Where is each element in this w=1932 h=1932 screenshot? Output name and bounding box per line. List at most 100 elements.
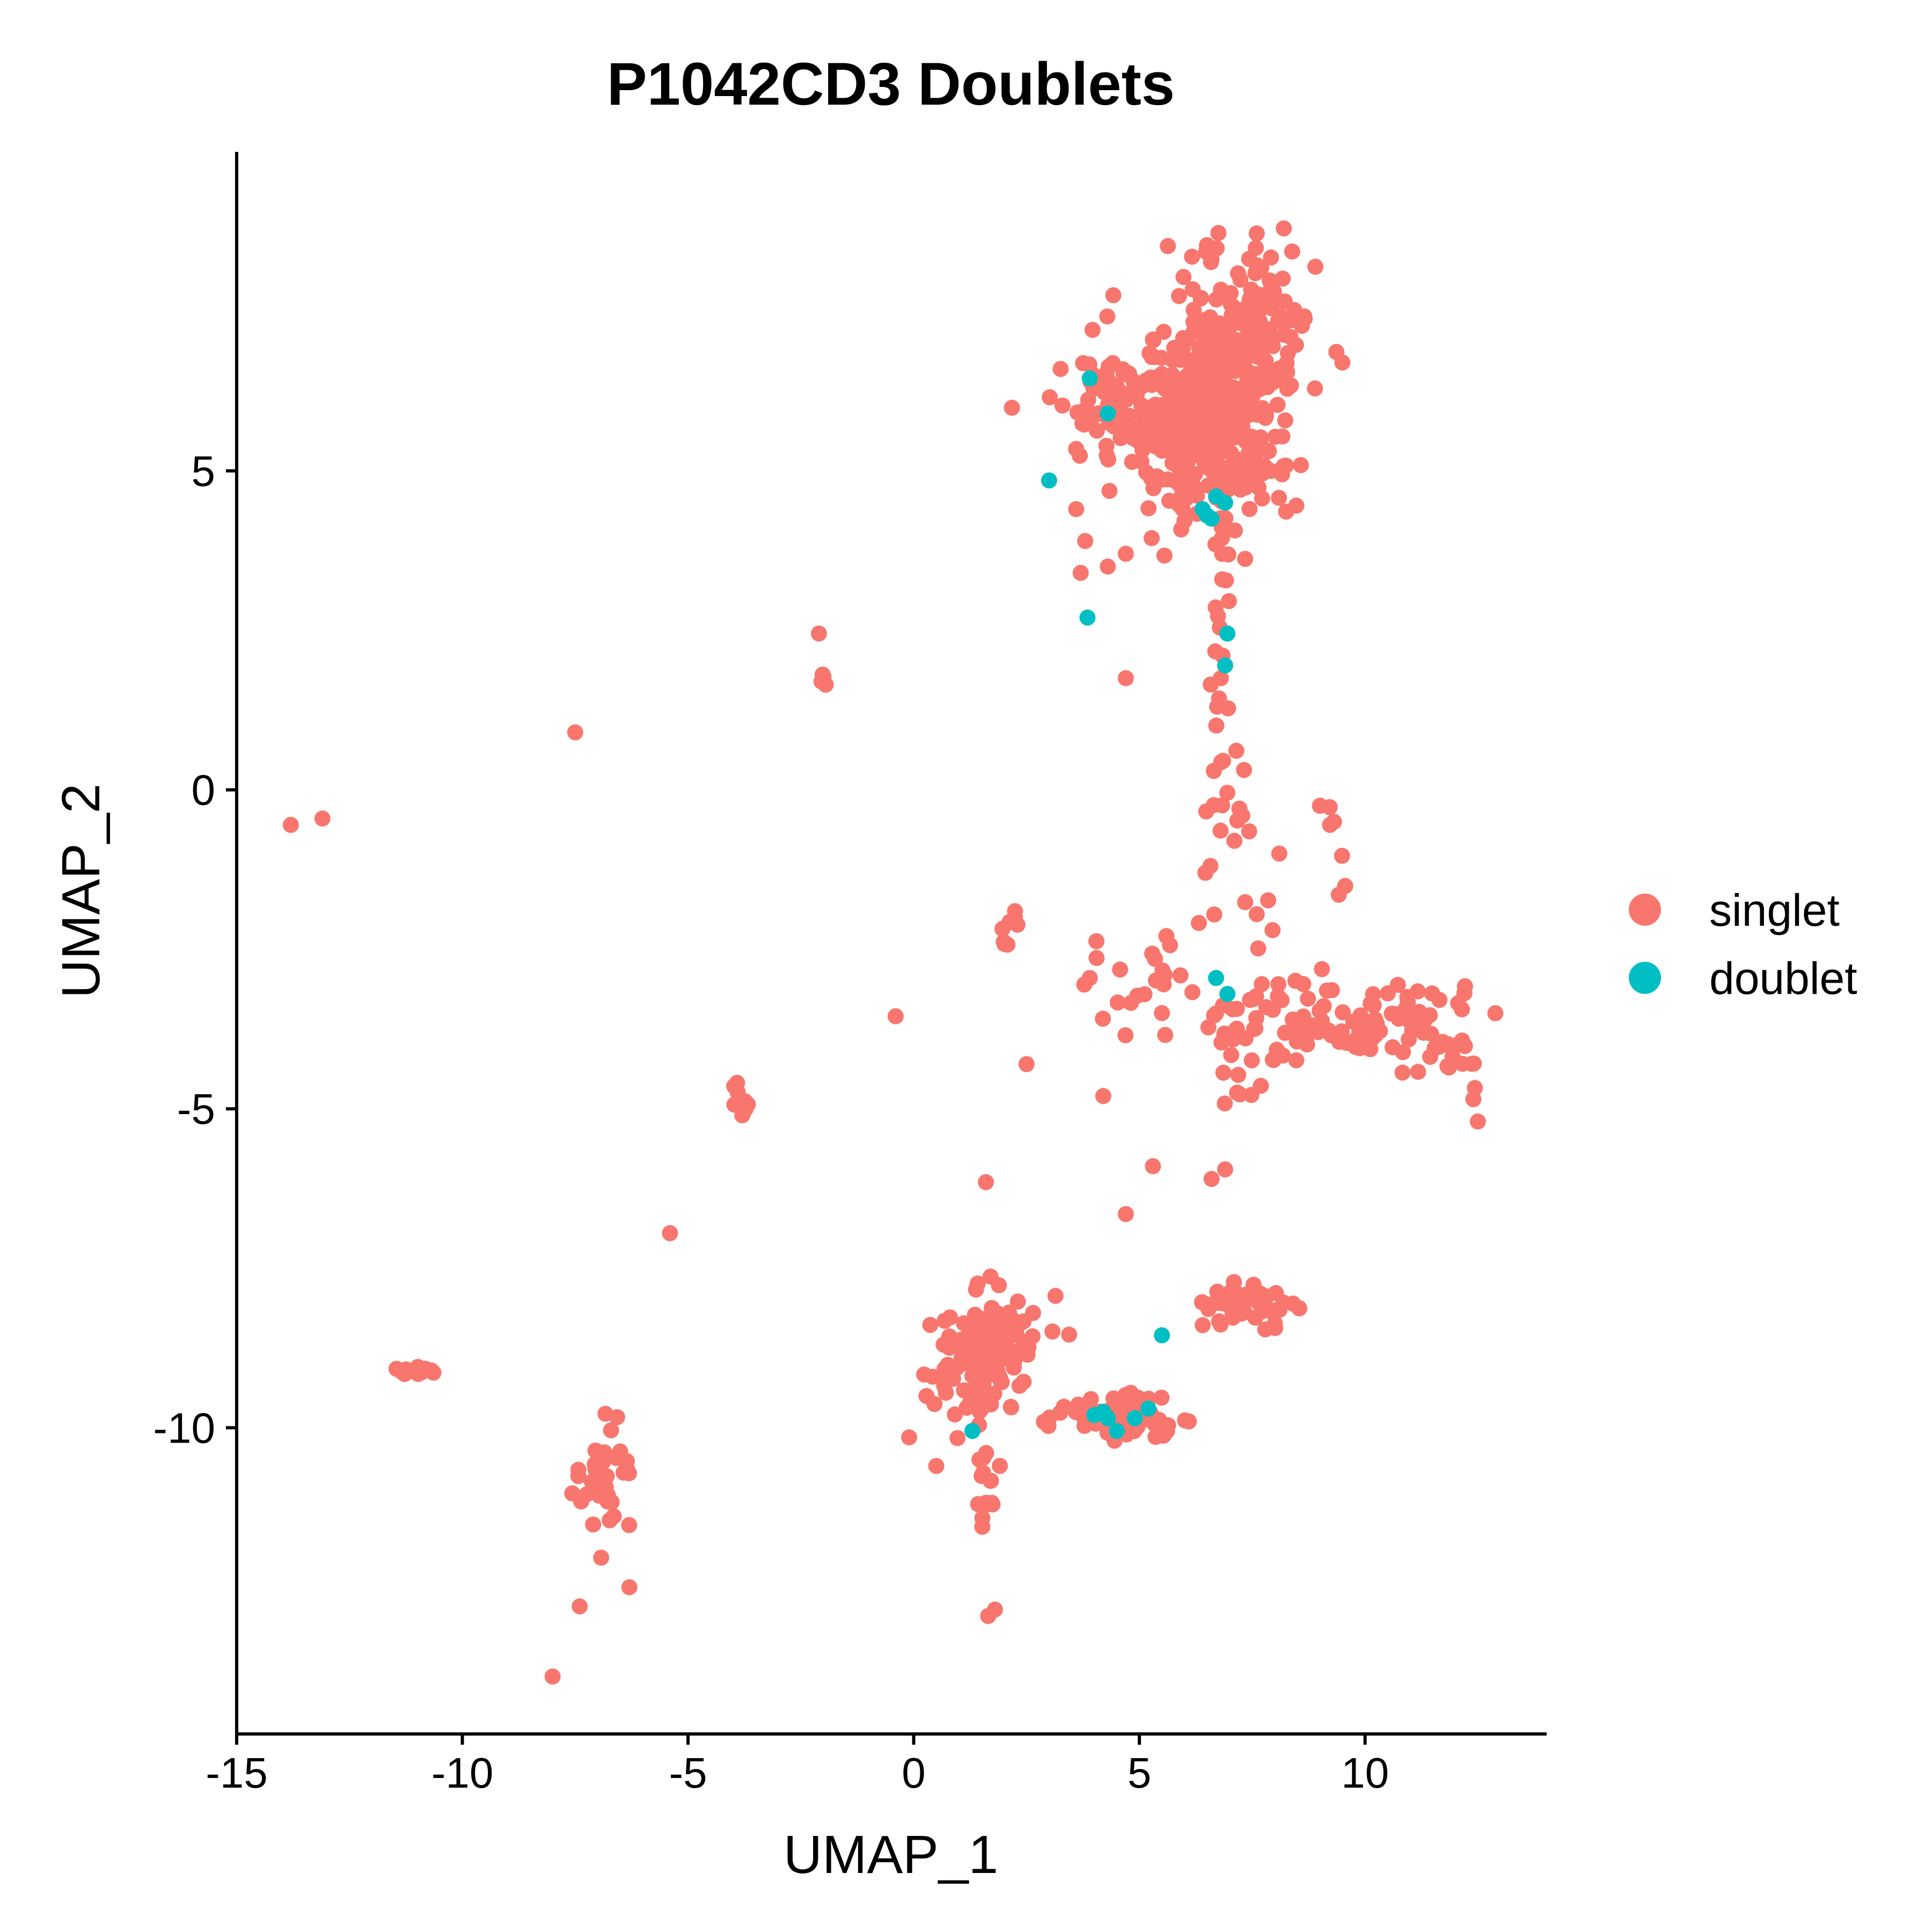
point-singlet bbox=[990, 1363, 1006, 1380]
point-singlet bbox=[1244, 1287, 1261, 1304]
point-singlet bbox=[314, 810, 331, 827]
point-singlet bbox=[1217, 1095, 1233, 1112]
point-doublet bbox=[1109, 1423, 1125, 1439]
point-singlet bbox=[1197, 865, 1214, 881]
point-singlet bbox=[970, 1496, 986, 1512]
point-singlet bbox=[1054, 397, 1071, 414]
point-singlet bbox=[1154, 1005, 1170, 1021]
point-singlet bbox=[998, 1335, 1015, 1351]
point-singlet bbox=[1072, 448, 1088, 464]
point-singlet bbox=[609, 1409, 625, 1425]
point-singlet bbox=[1118, 391, 1135, 408]
point-singlet bbox=[616, 1465, 632, 1481]
y-axis-title: UMAP_2 bbox=[51, 784, 111, 998]
point-singlet bbox=[1101, 373, 1117, 390]
point-singlet bbox=[1018, 1056, 1035, 1072]
point-doublet bbox=[1100, 405, 1116, 422]
point-singlet bbox=[1156, 547, 1173, 564]
point-singlet bbox=[1072, 565, 1089, 581]
point-singlet bbox=[1144, 349, 1160, 365]
point-singlet bbox=[1279, 380, 1296, 397]
point-singlet bbox=[964, 1367, 980, 1384]
point-singlet bbox=[1136, 986, 1153, 1002]
point-doublet bbox=[1217, 657, 1233, 674]
point-singlet bbox=[992, 1311, 1008, 1327]
point-singlet bbox=[1205, 355, 1222, 372]
point-singlet bbox=[1212, 1316, 1229, 1333]
point-singlet bbox=[1275, 270, 1291, 287]
point-singlet bbox=[1326, 814, 1342, 830]
point-singlet bbox=[1277, 412, 1293, 429]
point-doublet bbox=[1208, 970, 1224, 986]
point-singlet bbox=[1159, 415, 1175, 432]
point-singlet bbox=[928, 1458, 945, 1474]
point-singlet bbox=[976, 1342, 992, 1359]
point-singlet bbox=[1213, 435, 1230, 451]
point-singlet bbox=[941, 1328, 957, 1345]
point-singlet bbox=[1457, 978, 1473, 994]
point-singlet bbox=[1230, 350, 1246, 367]
point-singlet bbox=[1004, 399, 1020, 416]
point-singlet bbox=[1213, 754, 1230, 770]
point-singlet bbox=[1249, 348, 1265, 365]
point-singlet bbox=[1202, 309, 1219, 326]
point-singlet bbox=[901, 1429, 918, 1446]
point-singlet bbox=[1009, 1293, 1026, 1310]
point-singlet bbox=[1379, 985, 1396, 1001]
point-singlet bbox=[991, 1277, 1007, 1293]
point-singlet bbox=[1300, 990, 1316, 1007]
point-singlet bbox=[1241, 501, 1258, 517]
y-tick-label: -5 bbox=[177, 1085, 215, 1133]
point-singlet bbox=[1345, 1013, 1362, 1030]
point-singlet bbox=[1241, 823, 1257, 840]
x-ticks: -15 -10 -5 0 5 10 bbox=[206, 1734, 1389, 1797]
point-singlet bbox=[1181, 387, 1198, 404]
point-singlet bbox=[984, 1300, 1000, 1316]
point-singlet bbox=[996, 934, 1012, 950]
point-singlet bbox=[1181, 402, 1197, 419]
point-singlet bbox=[1149, 468, 1165, 485]
point-singlet bbox=[1284, 243, 1300, 260]
legend: singlet doublet bbox=[1629, 885, 1857, 1004]
x-axis-title: UMAP_1 bbox=[784, 1825, 998, 1885]
point-singlet bbox=[1282, 312, 1299, 328]
point-doublet bbox=[1219, 625, 1236, 642]
point-singlet bbox=[1212, 822, 1229, 839]
point-doublet bbox=[1217, 494, 1233, 511]
point-singlet bbox=[1194, 338, 1210, 355]
point-singlet bbox=[1235, 398, 1252, 415]
x-tick-label: -5 bbox=[669, 1749, 707, 1797]
point-singlet bbox=[1095, 1088, 1111, 1104]
point-singlet bbox=[1095, 1011, 1111, 1027]
point-singlet bbox=[1335, 1004, 1351, 1021]
point-singlet bbox=[1024, 1305, 1041, 1321]
point-singlet bbox=[1247, 1020, 1264, 1037]
point-singlet bbox=[1287, 972, 1304, 989]
point-singlet bbox=[1469, 1113, 1486, 1130]
point-singlet bbox=[583, 1474, 600, 1490]
point-singlet bbox=[1454, 1032, 1470, 1049]
point-singlet bbox=[968, 1282, 984, 1298]
point-singlet bbox=[1176, 513, 1193, 529]
point-singlet bbox=[1006, 1316, 1023, 1333]
point-singlet bbox=[1117, 1206, 1134, 1223]
point-singlet bbox=[1315, 998, 1332, 1014]
point-singlet bbox=[587, 1456, 603, 1473]
point-singlet bbox=[956, 1382, 972, 1399]
x-tick-label: 0 bbox=[902, 1749, 926, 1797]
point-singlet bbox=[1100, 558, 1116, 575]
y-tick-label: 5 bbox=[192, 447, 216, 495]
point-doublet bbox=[1154, 1327, 1170, 1344]
points-layer bbox=[282, 220, 1504, 1685]
point-singlet bbox=[949, 1430, 966, 1446]
point-singlet bbox=[1190, 914, 1207, 931]
x-tick-label: -10 bbox=[431, 1749, 494, 1797]
point-singlet bbox=[1312, 797, 1328, 814]
point-singlet bbox=[1424, 985, 1440, 1002]
point-singlet bbox=[1171, 288, 1187, 304]
point-singlet bbox=[1275, 458, 1292, 474]
point-singlet bbox=[1292, 457, 1309, 473]
point-singlet bbox=[1231, 421, 1247, 437]
point-singlet bbox=[1323, 1027, 1340, 1044]
